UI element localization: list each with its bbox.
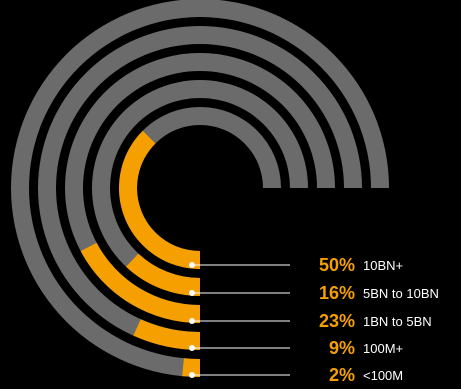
legend-row-2: 23% 1BN to 5BN	[300, 310, 432, 332]
legend-value-4: 2%	[328, 364, 355, 385]
legend-value-1: 16%	[318, 282, 355, 303]
legend-row-4: 2% <100M	[300, 364, 403, 386]
ring-bar-0	[119, 130, 200, 269]
legend-value-2: 23%	[318, 310, 355, 331]
ring-0	[119, 107, 290, 269]
legend-value-0: 50%	[318, 254, 355, 275]
ring-4	[11, 0, 389, 378]
ring-bar-3	[133, 319, 200, 350]
legend-row-3: 9% 100M+	[300, 337, 403, 359]
legend-row-1: 16% 5BN to 10BN	[300, 282, 439, 304]
legend-label-2: 1BN to 5BN	[363, 313, 432, 329]
ring-bar-2	[80, 242, 200, 323]
legend-label-3: 100M+	[363, 340, 404, 356]
ring-bar-1	[126, 253, 200, 296]
ring-1	[92, 80, 308, 296]
legend-label-0: 10BN+	[363, 257, 404, 273]
legend-label-4: <100M	[363, 367, 404, 383]
legend-label-1: 5BN to 10BN	[363, 285, 439, 301]
legend-row-0: 50% 10BN+	[300, 254, 403, 276]
ring-3	[38, 26, 362, 351]
ring-bar-4	[182, 358, 200, 377]
ring-2	[65, 53, 335, 324]
legend-value-3: 9%	[328, 337, 355, 358]
